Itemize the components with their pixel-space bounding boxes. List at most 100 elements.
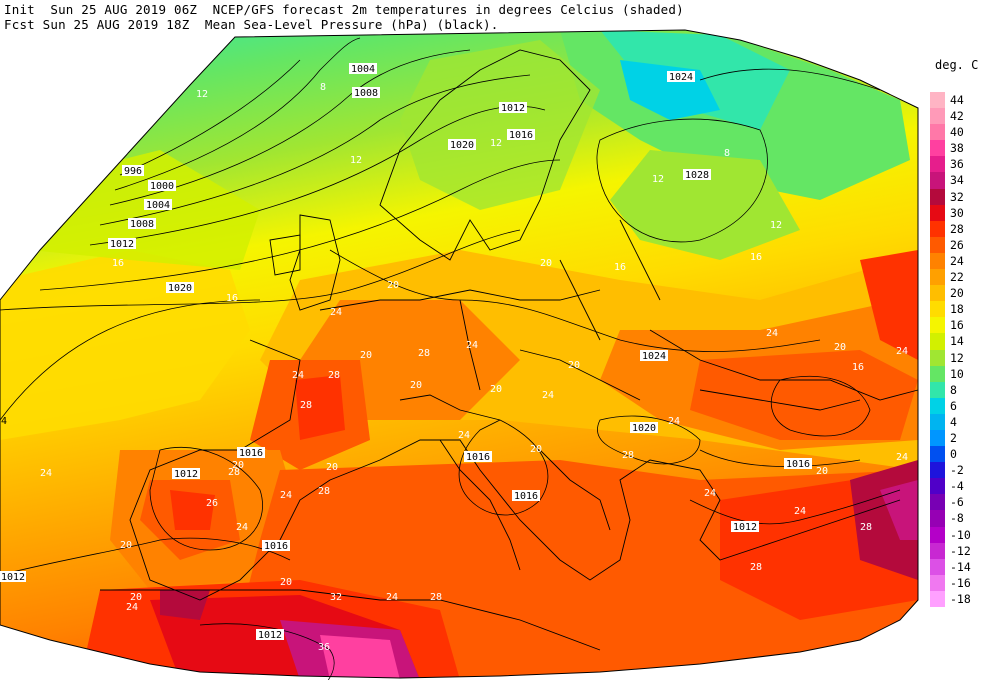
legend-item: 14: [930, 333, 990, 350]
legend-swatch: [930, 574, 945, 591]
color-legend: 44 42 40 38 36 34 32 30 28 26 24 22 20 18 16 14 12 10 8 6 4 2…: [930, 92, 990, 607]
legend-label: 30: [950, 205, 964, 220]
temperature-label: 28: [228, 467, 240, 478]
legend-swatch: [930, 285, 945, 302]
legend-label: 8: [950, 382, 957, 397]
temperature-label: 20: [130, 592, 142, 603]
legend-item: 38: [930, 140, 990, 157]
legend-swatch: [930, 204, 945, 221]
temperature-label: 20: [326, 462, 338, 473]
legend-swatch: [930, 446, 945, 463]
legend-swatch: [930, 365, 945, 382]
temperature-label-group: 12 8 12 12 16 16 20 24 28 28 24 20 20 24…: [40, 82, 908, 653]
temperature-label: 24: [896, 346, 908, 357]
legend-swatch: [930, 558, 945, 575]
legend-swatch: [930, 252, 945, 270]
legend-swatch: [930, 381, 945, 398]
legend-label: -6: [950, 495, 964, 510]
legend-item: -8: [930, 510, 990, 527]
isobar-label: 1016: [264, 541, 288, 552]
temperature-label: 20: [834, 342, 846, 353]
legend-label: 14: [950, 334, 964, 349]
legend-label: 18: [950, 302, 964, 317]
legend-label: 10: [950, 366, 964, 381]
isobar-label: 1008: [354, 88, 378, 99]
legend-swatch: [930, 124, 945, 141]
legend-label: -12: [950, 543, 971, 558]
legend-label: 2: [950, 430, 957, 445]
legend-item: 18: [930, 301, 990, 318]
temperature-label: 20: [490, 384, 502, 395]
chart-title-line-1: Init Sun 25 AUG 2019 06Z NCEP/GFS foreca…: [4, 2, 684, 17]
isobar-label: 1004: [146, 200, 170, 211]
coastlines: [100, 49, 919, 651]
temperature-label: 32: [330, 592, 342, 603]
legend-item: 4: [930, 413, 990, 430]
temperature-label: 12: [350, 155, 362, 166]
temperature-label: 20: [568, 360, 580, 371]
isobar-label: 1012: [110, 239, 134, 250]
isobar-label: 1024: [642, 351, 666, 362]
legend-label: 36: [950, 157, 964, 172]
isobar-label: 1000: [150, 181, 174, 192]
legend-swatch: [930, 236, 945, 253]
legend-item: 36: [930, 156, 990, 173]
isobar-label: 1012: [733, 522, 757, 533]
legend-swatch: [930, 140, 945, 157]
temperature-label: 8: [724, 148, 730, 159]
temperature-label: 12: [196, 89, 208, 100]
map-frame: [0, 29, 919, 679]
legend-item: 28: [930, 220, 990, 237]
temperature-label: 24: [704, 488, 716, 499]
legend-swatch: [930, 220, 945, 237]
isobar-label: 1012: [258, 630, 282, 641]
legend-item: 16: [930, 317, 990, 334]
legend-item: 2: [930, 429, 990, 447]
legend-swatch: [930, 590, 945, 607]
legend-label: -2: [950, 463, 964, 478]
temperature-label: 24: [466, 340, 478, 351]
legend-title: deg. C: [935, 58, 979, 72]
temperature-label: 12: [490, 138, 502, 149]
legend-label: -14: [950, 559, 971, 574]
isobar-label: 1016: [514, 491, 538, 502]
temperature-label: 24: [668, 416, 680, 427]
isobar-label: 1004: [351, 64, 375, 75]
legend-swatch: [930, 156, 945, 173]
isobar-label: 1012: [501, 103, 525, 114]
chart-title-line-2: Fcst Sun 25 AUG 2019 18Z Mean Sea-Level …: [4, 17, 499, 32]
legend-item: 0: [930, 446, 990, 463]
temperature-label: 24: [292, 370, 304, 381]
temperature-label: 16: [614, 262, 626, 273]
legend-swatch: [930, 92, 945, 109]
legend-label: 4: [950, 414, 957, 429]
legend-label: -18: [950, 591, 971, 606]
temperature-label: 16: [852, 362, 864, 373]
legend-item: 26: [930, 236, 990, 253]
legend-item: 20: [930, 285, 990, 302]
legend-item: 22: [930, 269, 990, 286]
legend-item: -14: [930, 558, 990, 575]
isobar-label-group: 1004 1008 996 1000 1004 1008 1012 1020 1…: [0, 63, 812, 641]
temperature-label: 24: [40, 468, 52, 479]
isobars: [0, 37, 901, 680]
legend-item: 24: [930, 252, 990, 270]
isobar-label: 1020: [168, 283, 192, 294]
legend-swatch: [930, 429, 945, 447]
legend-swatch: [930, 413, 945, 430]
legend-swatch: [930, 397, 945, 414]
isobar-label: 1008: [130, 219, 154, 230]
temperature-label: 24: [794, 506, 806, 517]
temperature-map: 1004 1008 996 1000 1004 1008 1012 1020 1…: [0, 29, 919, 680]
temperature-label: 20: [540, 258, 552, 269]
temperature-label: 20: [530, 444, 542, 455]
legend-label: 24: [950, 253, 964, 268]
legend-swatch: [930, 526, 945, 543]
temperature-label: 28: [328, 370, 340, 381]
legend-swatch: [930, 333, 945, 350]
temperature-label: 20: [280, 577, 292, 588]
temperature-label: 16: [750, 252, 762, 263]
legend-item: 34: [930, 172, 990, 189]
temperature-label: 12: [652, 174, 664, 185]
isobar-label: 1016: [786, 459, 810, 470]
